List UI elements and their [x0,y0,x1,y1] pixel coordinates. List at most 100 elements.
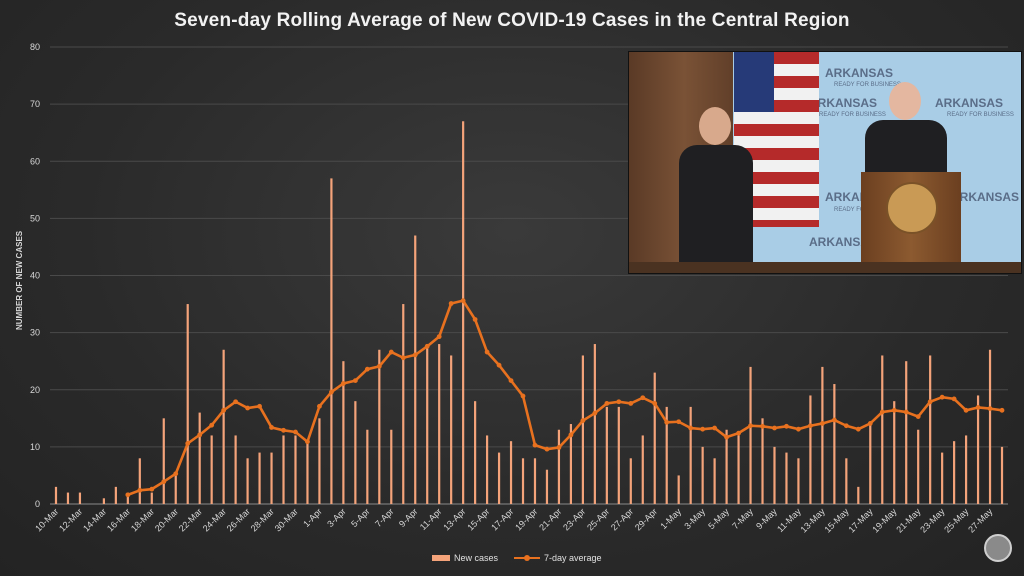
bar [617,406,620,504]
average-point [185,441,191,446]
x-tick-label: 5-Apr [349,506,372,529]
average-point [712,425,718,431]
average-point [376,363,382,369]
brand-sub-text: READY FOR BUSINESS [947,112,1014,118]
average-point [772,425,777,431]
brand-text: ARKANSAS [825,66,894,80]
x-tick-label: 28-Mar [249,506,276,533]
bar [988,349,992,504]
average-point [664,419,670,425]
bar [66,492,70,504]
bar [929,355,932,504]
average-point [412,352,418,358]
average-point [580,418,586,423]
average-point [616,399,622,405]
bar [953,441,956,504]
y-tick-label: 40 [30,271,40,281]
average-point [400,355,406,361]
average-point [364,366,370,372]
average-point [736,430,741,436]
x-tick-label: 21-May [894,506,923,535]
bar [270,452,273,504]
x-tick-label: 19-Apr [513,506,539,532]
bar [102,498,105,504]
average-point [855,426,861,432]
bar [761,418,764,504]
y-tick-label: 20 [30,385,40,395]
bar [905,361,908,504]
x-tick-label: 18-Mar [129,506,156,533]
x-tick-label: 15-Apr [465,506,491,532]
x-tick-label: 25-May [942,506,971,535]
average-point [819,421,825,426]
x-tick-label: 13-Apr [441,506,467,532]
average-point [628,401,634,406]
bar [1000,446,1004,504]
average-point [604,401,610,406]
x-tick-label: 21-Apr [537,506,563,532]
average-point [939,394,945,400]
x-tick-label: 20-Mar [153,506,180,533]
x-tick-label: 3-Apr [325,506,348,529]
bar [677,475,680,504]
brand-text: ARKANSAS [809,235,878,249]
average-point [676,419,682,425]
bar [54,486,58,504]
x-tick-label: 19-May [870,506,899,535]
bar [797,458,800,504]
average-point [388,349,394,355]
bar [294,435,297,504]
x-tick-label: 11-Apr [418,506,444,532]
x-tick-label: 16-Mar [105,506,132,533]
bar [689,406,692,504]
bar [869,424,872,504]
brand-text: ARKANSAS [935,96,1004,110]
y-tick-label: 30 [30,328,40,338]
average-point [903,409,909,415]
legend-bar-swatch [432,555,450,561]
bar [893,401,896,504]
brand-sub-text: READY FOR BUSINESS [819,112,886,118]
average-point [532,442,538,448]
x-tick-label: 15-May [822,506,851,535]
average-point [915,414,921,419]
bar [246,458,249,504]
bar [402,304,405,504]
legend-new-cases-label: New cases [454,553,499,563]
average-point [975,405,981,410]
x-tick-label: 30-Mar [273,506,300,533]
average-point [592,410,598,416]
average-point [269,425,274,430]
bar [629,458,632,504]
average-point [927,399,933,405]
average-point [245,405,250,411]
bar-layer [54,121,1004,504]
x-tick-label: 10-Mar [33,506,60,533]
average-point [879,409,885,415]
x-tick-label: 7-Apr [373,506,396,529]
state-seal-icon [886,182,938,234]
x-tick-label: 9-Apr [397,506,420,529]
x-tick-label: 12-Mar [57,506,84,533]
bar [426,344,429,504]
average-point [233,399,239,405]
average-point [424,343,430,349]
average-point [221,407,227,413]
average-point [520,393,526,399]
bar [941,452,944,504]
x-tick-label: 17-Apr [489,506,515,532]
x-tick-label: 1-May [658,506,683,531]
bar [773,446,776,504]
bar [533,458,537,504]
bar [976,395,980,504]
x-tick-label: 27-May [966,506,995,535]
bar [557,429,561,504]
average-point [963,407,969,413]
average-point [149,486,155,492]
x-tick-label: 13-May [799,506,828,535]
x-tick-label: 1-Apr [301,506,324,529]
bar [665,406,668,504]
bar [701,446,704,504]
average-point [640,395,646,401]
legend-average-label: 7-day average [544,553,602,563]
